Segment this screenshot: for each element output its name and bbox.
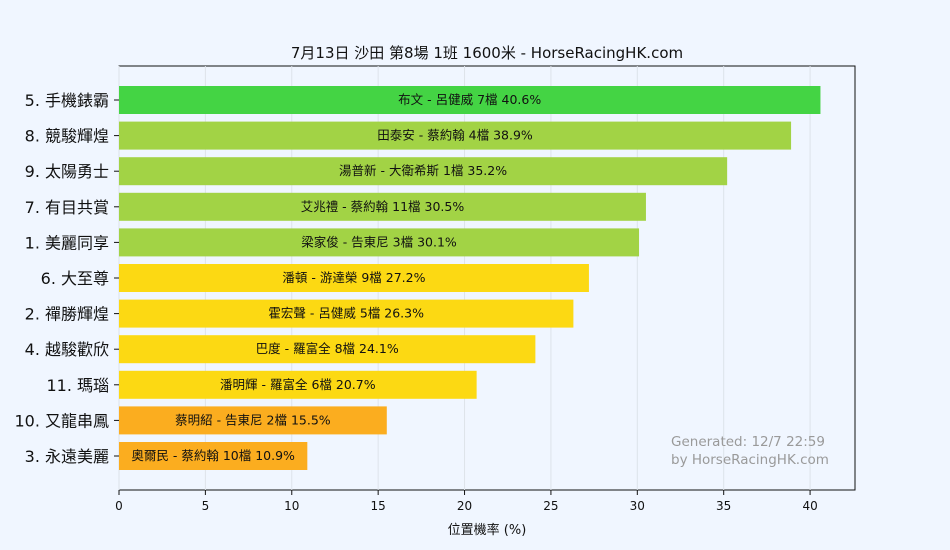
category-label: 2. 禪勝輝煌 <box>25 305 109 324</box>
x-axis-label: 位置機率 (%) <box>448 522 527 538</box>
watermark-site: by HorseRacingHK.com <box>671 452 829 468</box>
bar <box>119 299 574 328</box>
bar-data-label: 梁家俊 - 告東尼 3檔 30.1% <box>301 234 457 249</box>
category-label: 7. 有目共賞 <box>25 198 109 217</box>
bar-data-label: 蔡明紹 - 告東尼 2檔 15.5% <box>175 412 331 427</box>
x-tick-label: 35 <box>716 499 731 513</box>
category-label: 8. 競駿輝煌 <box>25 127 109 146</box>
watermark-generated: Generated: 12/7 22:59 <box>671 434 825 450</box>
x-tick-label: 0 <box>115 499 123 513</box>
bar <box>119 86 821 114</box>
bar-data-label: 潘明輝 - 羅富全 6檔 20.7% <box>220 377 376 392</box>
category-label: 11. 瑪瑙 <box>46 376 109 395</box>
bar-labels: 布文 - 呂健威 7檔 40.6% 田泰安 - 蔡約翰 4檔 38.9% 湯普新 -… <box>131 92 541 463</box>
x-tick-label: 25 <box>543 499 558 513</box>
bar <box>119 121 792 150</box>
x-tick-label: 40 <box>802 499 817 513</box>
category-label: 10. 又龍串鳳 <box>14 411 109 430</box>
category-label: 5. 手機錶霸 <box>25 91 109 110</box>
bar-data-label: 巴度 - 羅富全 8檔 24.1% <box>256 341 399 356</box>
bar-data-label: 霍宏聲 - 呂健威 5檔 26.3% <box>268 306 424 321</box>
category-label: 3. 永遠美麗 <box>25 447 109 466</box>
category-label: 6. 大至尊 <box>41 269 109 288</box>
bar <box>119 157 728 186</box>
chart-title: 7月13日 沙田 第8場 1班 1600米 - HorseRacingHK.co… <box>291 44 683 62</box>
bar <box>119 228 640 257</box>
bar-data-label: 田泰安 - 蔡約翰 4檔 38.9% <box>377 128 533 143</box>
bar <box>119 370 477 399</box>
category-label: 9. 太陽勇士 <box>25 162 109 181</box>
bar-data-label: 奧爾民 - 蔡約翰 10檔 10.9% <box>131 448 295 463</box>
x-tick-label: 20 <box>457 499 472 513</box>
bar <box>119 406 387 435</box>
x-tick-label: 5 <box>202 499 210 513</box>
category-label: 1. 美麗同享 <box>25 233 109 252</box>
bar-data-label: 湯普新 - 大衛希斯 1檔 35.2% <box>339 163 507 178</box>
bar-data-label: 艾兆禮 - 蔡約翰 11檔 30.5% <box>301 199 465 214</box>
bar-data-label: 布文 - 呂健威 7檔 40.6% <box>398 92 541 107</box>
bar <box>119 335 536 364</box>
x-tick-label: 15 <box>371 499 386 513</box>
bar-data-label: 潘頓 - 游達榮 9檔 27.2% <box>282 270 425 285</box>
bar <box>119 442 308 470</box>
bar <box>119 264 589 292</box>
category-labels: 5. 手機錶霸 8. 競駿輝煌 9. 太陽勇士 7. 有目共賞 1. 美麗同享 6. 大至… <box>14 91 119 466</box>
x-tick-label: 10 <box>284 499 299 513</box>
bar <box>119 192 646 221</box>
x-axis-ticks: 0 5 10 15 20 25 30 35 40 <box>115 490 818 513</box>
bars <box>119 86 821 470</box>
x-tick-label: 30 <box>630 499 645 513</box>
category-label: 4. 越駿歡欣 <box>25 340 109 359</box>
